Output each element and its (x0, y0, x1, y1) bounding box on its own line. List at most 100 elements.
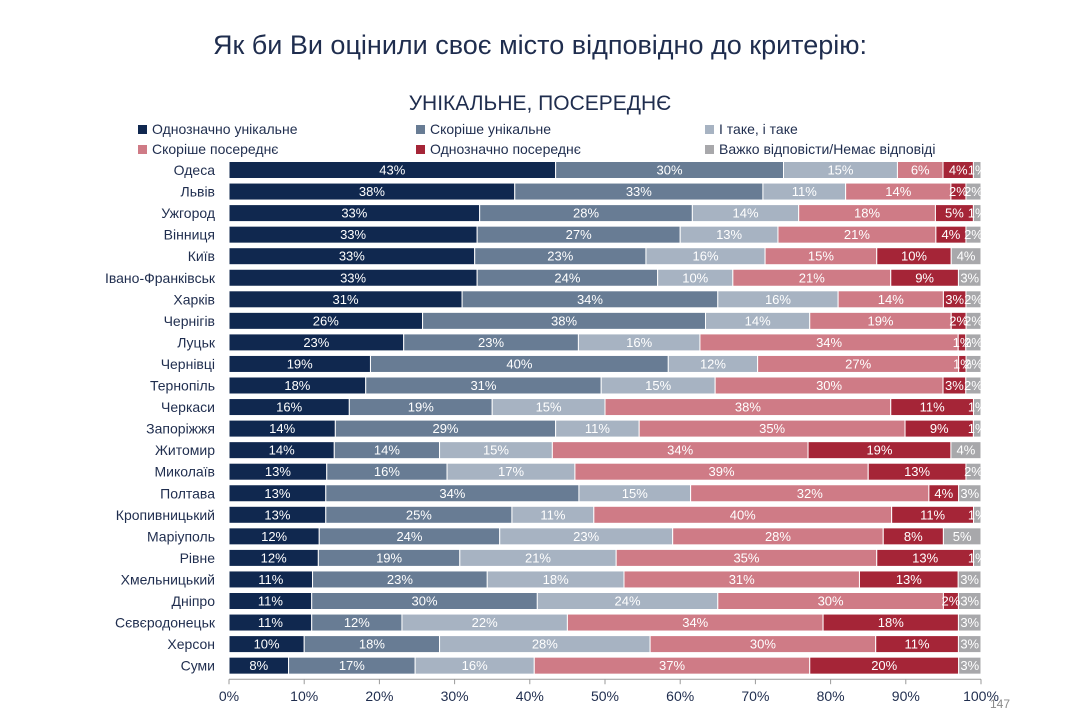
data-label: 13% (904, 464, 930, 479)
legend-label: Важко відповісти/Немає відповіді (719, 141, 936, 157)
data-label: 4% (957, 249, 976, 264)
data-label: 6% (911, 163, 930, 178)
category-label: Черкаси (161, 399, 215, 415)
data-label: 1% (953, 335, 972, 350)
category-label: Житомир (155, 442, 215, 458)
data-label: 16% (276, 400, 302, 415)
category-label: Львів (181, 184, 215, 200)
category-label: Миколаїв (154, 464, 215, 480)
data-label: 5% (953, 529, 972, 544)
data-label: 3% (960, 486, 979, 501)
data-label: 33% (341, 206, 367, 221)
legend-item: І таке, і таке (705, 120, 798, 138)
x-tick-label: 90% (892, 688, 920, 704)
data-label: 1% (953, 356, 972, 371)
data-label: 3% (960, 270, 979, 285)
data-label: 1% (968, 550, 987, 565)
data-label: 16% (765, 292, 791, 307)
legend-item: Однозначно посереднє (416, 140, 581, 158)
data-label: 18% (878, 615, 904, 630)
data-label: 11% (920, 400, 945, 415)
data-label: 22% (472, 615, 498, 630)
legend-swatch (705, 145, 714, 154)
bar-segment (965, 333, 982, 352)
legend-swatch (705, 125, 714, 134)
data-label: 15% (483, 443, 509, 458)
data-label: 30% (818, 594, 844, 609)
data-label: 23% (573, 529, 599, 544)
data-label: 4% (942, 227, 961, 242)
data-label: 16% (692, 249, 718, 264)
chart-legend: Однозначно унікальне Скоріше унікальне І т… (138, 120, 988, 160)
data-label: 23% (303, 335, 329, 350)
data-label: 35% (733, 550, 759, 565)
data-label: 30% (657, 163, 683, 178)
data-label: 3% (960, 658, 979, 673)
data-label: 12% (344, 615, 370, 630)
slide-title: Як би Ви оцінили своє місто відповідно д… (212, 30, 868, 60)
data-label: 1% (968, 421, 987, 436)
data-label: 37% (659, 658, 685, 673)
data-label: 2% (964, 335, 983, 350)
bar-segment (965, 225, 982, 244)
data-label: 8% (904, 529, 923, 544)
data-label: 18% (284, 378, 310, 393)
bar-segment (942, 527, 982, 546)
bar-segment (972, 419, 982, 438)
category-label: Сєвєродонецьк (115, 615, 216, 631)
data-label: 2% (949, 313, 968, 328)
category-label: Кропивницький (116, 507, 215, 523)
category-label: Херсон (167, 636, 215, 652)
data-label: 2% (964, 227, 983, 242)
bar-segment (957, 570, 982, 589)
data-label: 9% (915, 270, 934, 285)
bar-segment (957, 592, 982, 610)
data-label: 3% (960, 594, 979, 609)
data-label: 15% (536, 400, 562, 415)
category-label: Тернопіль (150, 378, 215, 394)
bar-segment (965, 376, 982, 395)
x-tick-label: 80% (817, 688, 845, 704)
data-label: 13% (716, 227, 742, 242)
data-label: 14% (374, 443, 400, 458)
page-number: 147 (990, 697, 1011, 711)
bar-segment (965, 182, 982, 201)
bar-segment (972, 204, 982, 223)
data-label: 2% (964, 292, 983, 307)
data-label: 30% (816, 378, 842, 393)
bar-segment (972, 161, 982, 179)
data-label: 4% (957, 443, 976, 458)
data-label: 15% (808, 249, 834, 264)
data-label: 13% (265, 464, 291, 479)
data-label: 11% (585, 421, 610, 436)
data-label: 17% (498, 464, 524, 479)
data-label: 3% (945, 292, 964, 307)
category-label: Хмельницький (121, 571, 215, 587)
legend-swatch (138, 125, 147, 134)
data-label: 11% (792, 184, 817, 199)
legend-label: Скоріше унікальне (430, 121, 552, 137)
data-label: 19% (866, 443, 892, 458)
data-label: 8% (249, 658, 268, 673)
legend-item: Однозначно унікальне (138, 120, 297, 138)
x-tick-label: 10% (290, 688, 318, 704)
bar-segment (965, 311, 982, 330)
data-label: 43% (379, 163, 405, 178)
data-label: 18% (543, 572, 569, 587)
data-label: 31% (470, 378, 496, 393)
data-label: 2% (964, 184, 983, 199)
category-label: Одеса (174, 162, 216, 178)
bar-segment (950, 247, 982, 266)
data-label: 38% (359, 184, 385, 199)
category-label: Луцьк (177, 334, 216, 350)
data-label: 3% (960, 572, 979, 587)
category-label: Ужгород (161, 205, 215, 221)
data-label: 38% (735, 400, 761, 415)
x-tick-label: 100% (963, 688, 999, 704)
bar-segment (965, 290, 982, 309)
data-label: 33% (340, 227, 366, 242)
category-label: Полтава (160, 485, 215, 501)
data-label: 2% (964, 464, 983, 479)
data-label: 10% (254, 637, 280, 652)
data-label: 11% (258, 572, 283, 587)
